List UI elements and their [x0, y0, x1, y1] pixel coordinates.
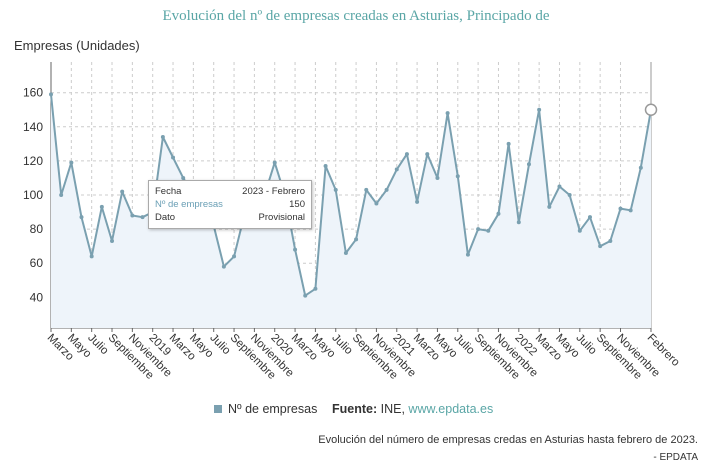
tooltip-key: Fecha	[155, 186, 182, 197]
data-point	[506, 141, 511, 146]
data-point	[577, 228, 582, 233]
data-point	[526, 162, 531, 167]
tooltip-row: Dato Provisional	[155, 211, 305, 224]
data-point	[598, 244, 603, 249]
data-point	[293, 247, 298, 252]
data-point	[343, 250, 348, 255]
series-area	[51, 94, 651, 329]
data-point	[496, 211, 501, 216]
data-point	[313, 286, 318, 291]
tooltip-value: 2023 - Febrero	[242, 186, 305, 197]
data-point	[465, 252, 470, 257]
tooltip-row: Fecha 2023 - Febrero	[155, 185, 305, 198]
legend-label: Nº de empresas	[228, 402, 318, 416]
data-point	[79, 215, 84, 220]
y-tick-label: 160	[23, 86, 43, 100]
y-tick-label: 100	[23, 188, 43, 202]
data-point	[221, 264, 226, 269]
data-point	[404, 152, 409, 157]
source-label: Fuente:	[332, 402, 378, 416]
data-point	[160, 135, 165, 140]
data-point	[333, 187, 338, 192]
data-point	[567, 193, 572, 197]
tooltip-value: Provisional	[258, 212, 305, 223]
tooltip-key: Dato	[155, 212, 176, 223]
data-point	[415, 199, 420, 204]
data-tooltip: Fecha 2023 - Febrero Nº de empresas 150 Dato…	[148, 180, 312, 229]
data-point	[99, 204, 104, 209]
tooltip-row: Nº de empresas 150	[155, 198, 305, 211]
data-point	[354, 237, 359, 242]
y-tick-label: 140	[23, 120, 43, 134]
data-point	[608, 239, 613, 244]
data-point	[59, 193, 64, 197]
data-point	[537, 107, 542, 112]
data-point	[323, 164, 328, 169]
data-point	[181, 175, 186, 180]
data-point	[557, 184, 562, 189]
data-point	[547, 204, 552, 209]
data-point	[303, 293, 308, 298]
data-point	[232, 254, 237, 259]
data-point	[171, 155, 176, 160]
data-point	[384, 187, 389, 192]
credit: - EPDATA	[653, 452, 698, 463]
data-point	[110, 239, 115, 244]
data-point	[120, 189, 125, 194]
data-point	[130, 213, 135, 218]
y-tick-label: 60	[30, 256, 44, 270]
data-point	[425, 152, 430, 157]
legend[interactable]: Nº de empresas	[214, 402, 317, 416]
data-point	[455, 174, 460, 179]
highlight-point	[644, 103, 658, 116]
tooltip-value: 150	[289, 199, 305, 210]
chart-title: Evolución del nº de empresas creadas en …	[162, 8, 550, 24]
data-point	[638, 165, 643, 170]
y-tick-label: 80	[30, 222, 44, 236]
source-text: INE,	[380, 402, 409, 416]
line-chart: 406080100120140160MarzoMayoJulioSeptiemb…	[23, 62, 682, 382]
data-point	[69, 160, 74, 165]
y-tick-label: 120	[23, 154, 43, 168]
data-point	[49, 92, 53, 97]
data-point	[435, 175, 440, 180]
y-tick-label: 40	[30, 290, 44, 304]
data-point	[476, 227, 481, 232]
data-point	[394, 167, 399, 172]
legend-swatch	[214, 405, 222, 413]
data-point	[486, 228, 491, 233]
data-point	[618, 206, 623, 211]
data-point	[140, 215, 145, 220]
data-point	[628, 208, 633, 213]
data-point	[587, 215, 592, 220]
source-note: Fuente: INE, www.epdata.es	[332, 402, 493, 416]
data-point	[89, 254, 94, 259]
data-point	[364, 187, 369, 192]
data-point	[272, 160, 277, 165]
data-point	[445, 111, 450, 116]
caption: Evolución del número de empresas credas …	[318, 434, 698, 446]
tooltip-key: Nº de empresas	[155, 199, 223, 210]
source-link[interactable]: www.epdata.es	[408, 402, 494, 416]
y-axis-label: Empresas (Unidades)	[14, 38, 140, 53]
data-point	[374, 201, 379, 206]
data-point	[516, 220, 521, 225]
